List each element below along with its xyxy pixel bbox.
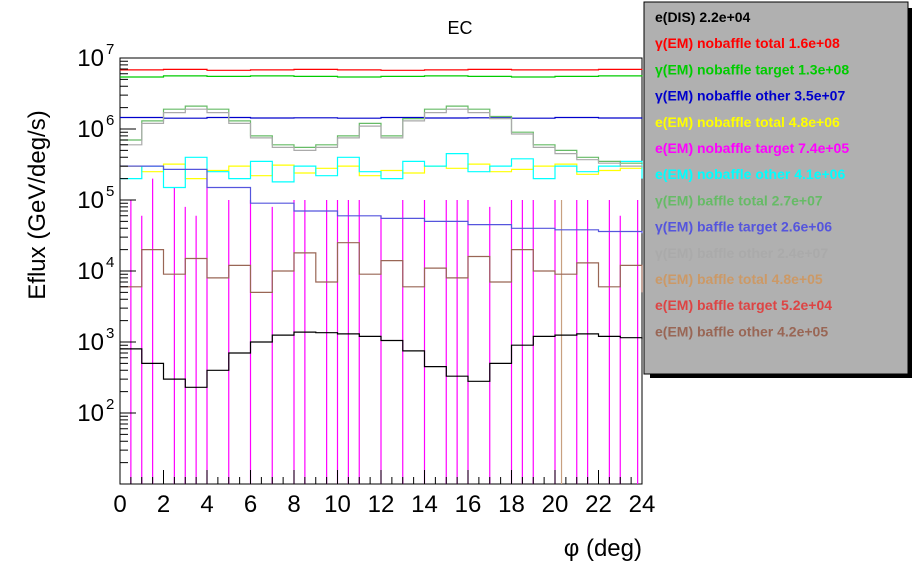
legend-entry: γ(EM) nobaffle other 3.5e+07 bbox=[655, 88, 845, 104]
x-axis-label: φ (deg) bbox=[564, 535, 642, 562]
legend-series-name: e(EM) baffle target bbox=[655, 297, 781, 313]
legend-series-total: 2.6e+06 bbox=[781, 219, 832, 235]
x-tick-label: 14 bbox=[411, 491, 438, 518]
legend-series-total: 4.8e+06 bbox=[789, 114, 840, 130]
series-line-2 bbox=[120, 75, 643, 78]
legend-entry: e(EM) nobaffle target 7.4e+05 bbox=[655, 140, 849, 156]
legend-entry: e(EM) baffle target 5.2e+04 bbox=[655, 297, 832, 313]
legend-series-total: 1.3e+08 bbox=[798, 61, 849, 77]
legend-series-total: 1.6e+08 bbox=[789, 35, 840, 51]
y-tick-label: 10 bbox=[77, 329, 104, 356]
legend-series-name: γ(EM) nobaffle other bbox=[655, 88, 794, 104]
series-layer bbox=[120, 68, 643, 484]
legend-entry: γ(EM) nobaffle target 1.3e+08 bbox=[655, 61, 849, 77]
y-tick-exponent: 5 bbox=[106, 183, 114, 200]
legend-entry: γ(EM) nobaffle total 1.6e+08 bbox=[655, 35, 840, 51]
y-axis-label: Eflux (GeV/deg/s) bbox=[24, 110, 51, 299]
x-tick-label: 24 bbox=[629, 491, 656, 518]
legend-series-name: γ(EM) nobaffle total bbox=[655, 35, 789, 51]
legend-series-name: γ(EM) baffle total bbox=[655, 192, 772, 208]
x-tick-label: 22 bbox=[585, 491, 612, 518]
x-tick-label: 16 bbox=[455, 491, 482, 518]
legend-series-total: 4.1e+06 bbox=[794, 166, 845, 182]
x-tick-label: 4 bbox=[200, 491, 213, 518]
legend-entry: γ(EM) baffle other 2.4e+07 bbox=[655, 245, 828, 261]
series-line-0 bbox=[120, 331, 643, 388]
legend-entry: γ(EM) baffle target 2.6e+06 bbox=[655, 219, 832, 235]
y-tick-label: 10 bbox=[77, 400, 104, 427]
y-tick-label: 10 bbox=[77, 258, 104, 285]
legend-series-total: 2.4e+07 bbox=[777, 245, 828, 261]
legend-entries: e(DIS) 2.2e+04 γ(EM) nobaffle total 1.6e+… bbox=[655, 9, 849, 339]
legend-series-total: 5.2e+04 bbox=[781, 297, 832, 313]
legend: e(DIS) 2.2e+04 γ(EM) nobaffle total 1.6e+… bbox=[643, 1, 912, 378]
legend-series-name: γ(EM) nobaffle target bbox=[655, 61, 798, 77]
legend-series-total: 4.8e+05 bbox=[772, 271, 823, 287]
y-tick-label: 10 bbox=[77, 45, 104, 72]
x-tick-label: 10 bbox=[324, 491, 351, 518]
legend-entry: e(EM) baffle other 4.2e+05 bbox=[655, 323, 828, 339]
legend-series-name: e(EM) baffle other bbox=[655, 323, 777, 339]
x-tick-label: 0 bbox=[113, 491, 126, 518]
x-tick-label: 8 bbox=[287, 491, 300, 518]
legend-entry: e(EM) nobaffle other 4.1e+06 bbox=[655, 166, 845, 182]
legend-series-name: e(EM) nobaffle other bbox=[655, 166, 794, 182]
legend-series-total: 3.5e+07 bbox=[794, 88, 845, 104]
series-line-8 bbox=[120, 165, 643, 234]
series-line-3 bbox=[120, 116, 643, 119]
legend-series-total: 2.2e+04 bbox=[699, 9, 750, 25]
y-tick-exponent: 6 bbox=[106, 112, 114, 129]
series-line-12 bbox=[120, 242, 643, 293]
y-tick-label: 10 bbox=[77, 187, 104, 214]
x-tick-label: 18 bbox=[498, 491, 525, 518]
legend-entry: e(EM) nobaffle total 4.8e+06 bbox=[655, 114, 840, 130]
legend-entry: e(EM) baffle total 4.8e+05 bbox=[655, 271, 823, 287]
y-tick-exponent: 3 bbox=[106, 325, 114, 342]
x-tick-label: 20 bbox=[542, 491, 569, 518]
legend-series-name: γ(EM) baffle other bbox=[655, 245, 777, 261]
x-tick-label: 2 bbox=[157, 491, 170, 518]
x-tick-label: 6 bbox=[244, 491, 257, 518]
y-tick-label: 10 bbox=[77, 116, 104, 143]
y-tick-exponent: 4 bbox=[106, 254, 114, 271]
legend-series-total: 2.7e+07 bbox=[772, 192, 823, 208]
legend-series-name: e(EM) baffle total bbox=[655, 271, 772, 287]
legend-series-total: 4.2e+05 bbox=[777, 323, 828, 339]
legend-entry: γ(EM) baffle total 2.7e+07 bbox=[655, 192, 823, 208]
legend-entry: e(DIS) 2.2e+04 bbox=[655, 9, 751, 25]
legend-series-name: e(EM) nobaffle total bbox=[655, 114, 789, 130]
legend-series-name: e(EM) nobaffle target bbox=[655, 140, 798, 156]
y-tick-exponent: 7 bbox=[106, 41, 114, 58]
y-tick-exponent: 2 bbox=[106, 396, 114, 413]
legend-series-name: γ(EM) baffle target bbox=[655, 219, 781, 235]
legend-series-name: e(DIS) bbox=[655, 9, 699, 25]
legend-box bbox=[643, 1, 909, 375]
x-tick-label: 12 bbox=[368, 491, 395, 518]
legend-series-total: 7.4e+05 bbox=[798, 140, 849, 156]
series-line-1 bbox=[120, 68, 643, 71]
chart-title: EC bbox=[447, 18, 472, 38]
series-line-9 bbox=[120, 108, 643, 168]
